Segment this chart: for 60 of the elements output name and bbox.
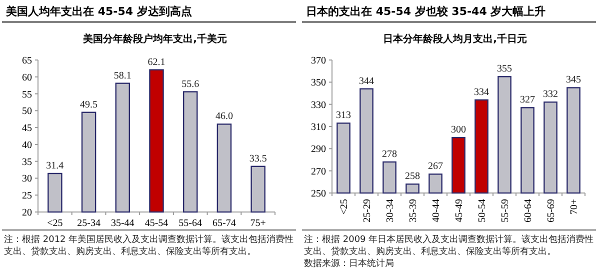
data-label: 344 xyxy=(359,76,374,87)
data-label: 33.5 xyxy=(249,153,267,164)
y-tick-label: 270 xyxy=(311,166,326,178)
x-tick-label: 55-64 xyxy=(178,218,202,229)
x-tick-label: 25-29 xyxy=(362,199,373,222)
x-tick-label: 70+ xyxy=(569,198,580,215)
data-label: 332 xyxy=(543,89,558,100)
y-tick-label: 20 xyxy=(22,208,32,218)
y-tick-label: 55 xyxy=(22,89,32,100)
x-tick-label: 65-74 xyxy=(212,218,236,229)
data-label: 327 xyxy=(520,94,535,106)
text: 注：根据 2012 年美国居民收入及支出调查数据计算。该支出包括消费性支出、贷款支出、购房支出、利息支出、保险支出等所有支出。 xyxy=(4,234,294,257)
x-tick-label: 40-44 xyxy=(431,199,442,222)
y-tick-label: 330 xyxy=(311,100,326,111)
y-tick-label: 45 xyxy=(22,123,32,134)
text: 注：根据 2009 年日本居民收入及支出调查数据计算。该支出包括消费性支出、贷款支出、购房支出、利息支出、保险支出等所有支出。 xyxy=(304,234,594,257)
x-tick-label: 55-59 xyxy=(500,199,511,222)
data-label: 58.1 xyxy=(114,70,132,82)
x-tick-label: 75+ xyxy=(250,218,266,229)
data-label: 355 xyxy=(497,64,512,75)
y-tick-label: 30 xyxy=(22,174,32,185)
chart-subtitle: 日本分年龄段人均月支出,千日元 xyxy=(383,33,527,45)
data-label: 31.4 xyxy=(46,160,64,172)
y-tick-label: 60 xyxy=(22,72,32,84)
data-label: 300 xyxy=(451,124,466,136)
source-note: 数据来源：日本统计局 xyxy=(304,258,394,269)
x-tick-label: 60-64 xyxy=(523,199,534,222)
y-tick-label: 370 xyxy=(311,56,326,66)
chart-subtitle: 美国分年龄段户均年支出,千美元 xyxy=(82,33,227,45)
x-tick-label: 45-54 xyxy=(144,218,168,229)
y-tick-label: 350 xyxy=(311,78,326,89)
y-tick-label: 35 xyxy=(22,156,32,168)
x-tick-label: 35-39 xyxy=(408,199,419,222)
y-tick-label: 310 xyxy=(311,122,326,133)
y-tick-label: 290 xyxy=(311,144,326,156)
data-label: 49.5 xyxy=(80,99,98,110)
data-label: 258 xyxy=(405,171,420,182)
data-label: 313 xyxy=(336,110,351,122)
data-label: 55.6 xyxy=(182,78,200,90)
data-label: 334 xyxy=(474,86,489,98)
x-tick-label: <25 xyxy=(47,218,63,229)
chart-title: 日本的支出在 45-54 岁也较 35-44 岁大幅上升 xyxy=(306,5,546,18)
data-label: 62.1 xyxy=(148,56,166,68)
x-tick-label: 45-49 xyxy=(454,199,465,222)
y-tick-label: 25 xyxy=(22,190,32,202)
x-tick-label: 65-69 xyxy=(546,199,557,222)
x-tick-label: 50-54 xyxy=(477,199,488,222)
x-tick-label: 30-34 xyxy=(385,199,396,222)
x-tick-label: 35-44 xyxy=(110,218,134,229)
data-label: 345 xyxy=(566,74,581,86)
chart-title: 美国人均年支出在 45-54 岁达到高点 xyxy=(5,5,192,18)
y-tick-label: 65 xyxy=(22,56,32,66)
data-label: 46.0 xyxy=(215,111,233,122)
y-tick-label: 40 xyxy=(22,140,32,151)
data-label: 278 xyxy=(382,148,397,160)
y-tick-label: 50 xyxy=(22,106,32,118)
x-tick-label: <25 xyxy=(339,199,350,215)
y-tick-label: 250 xyxy=(311,188,326,200)
x-tick-label: 25-34 xyxy=(77,218,100,229)
data-label: 267 xyxy=(428,161,443,172)
